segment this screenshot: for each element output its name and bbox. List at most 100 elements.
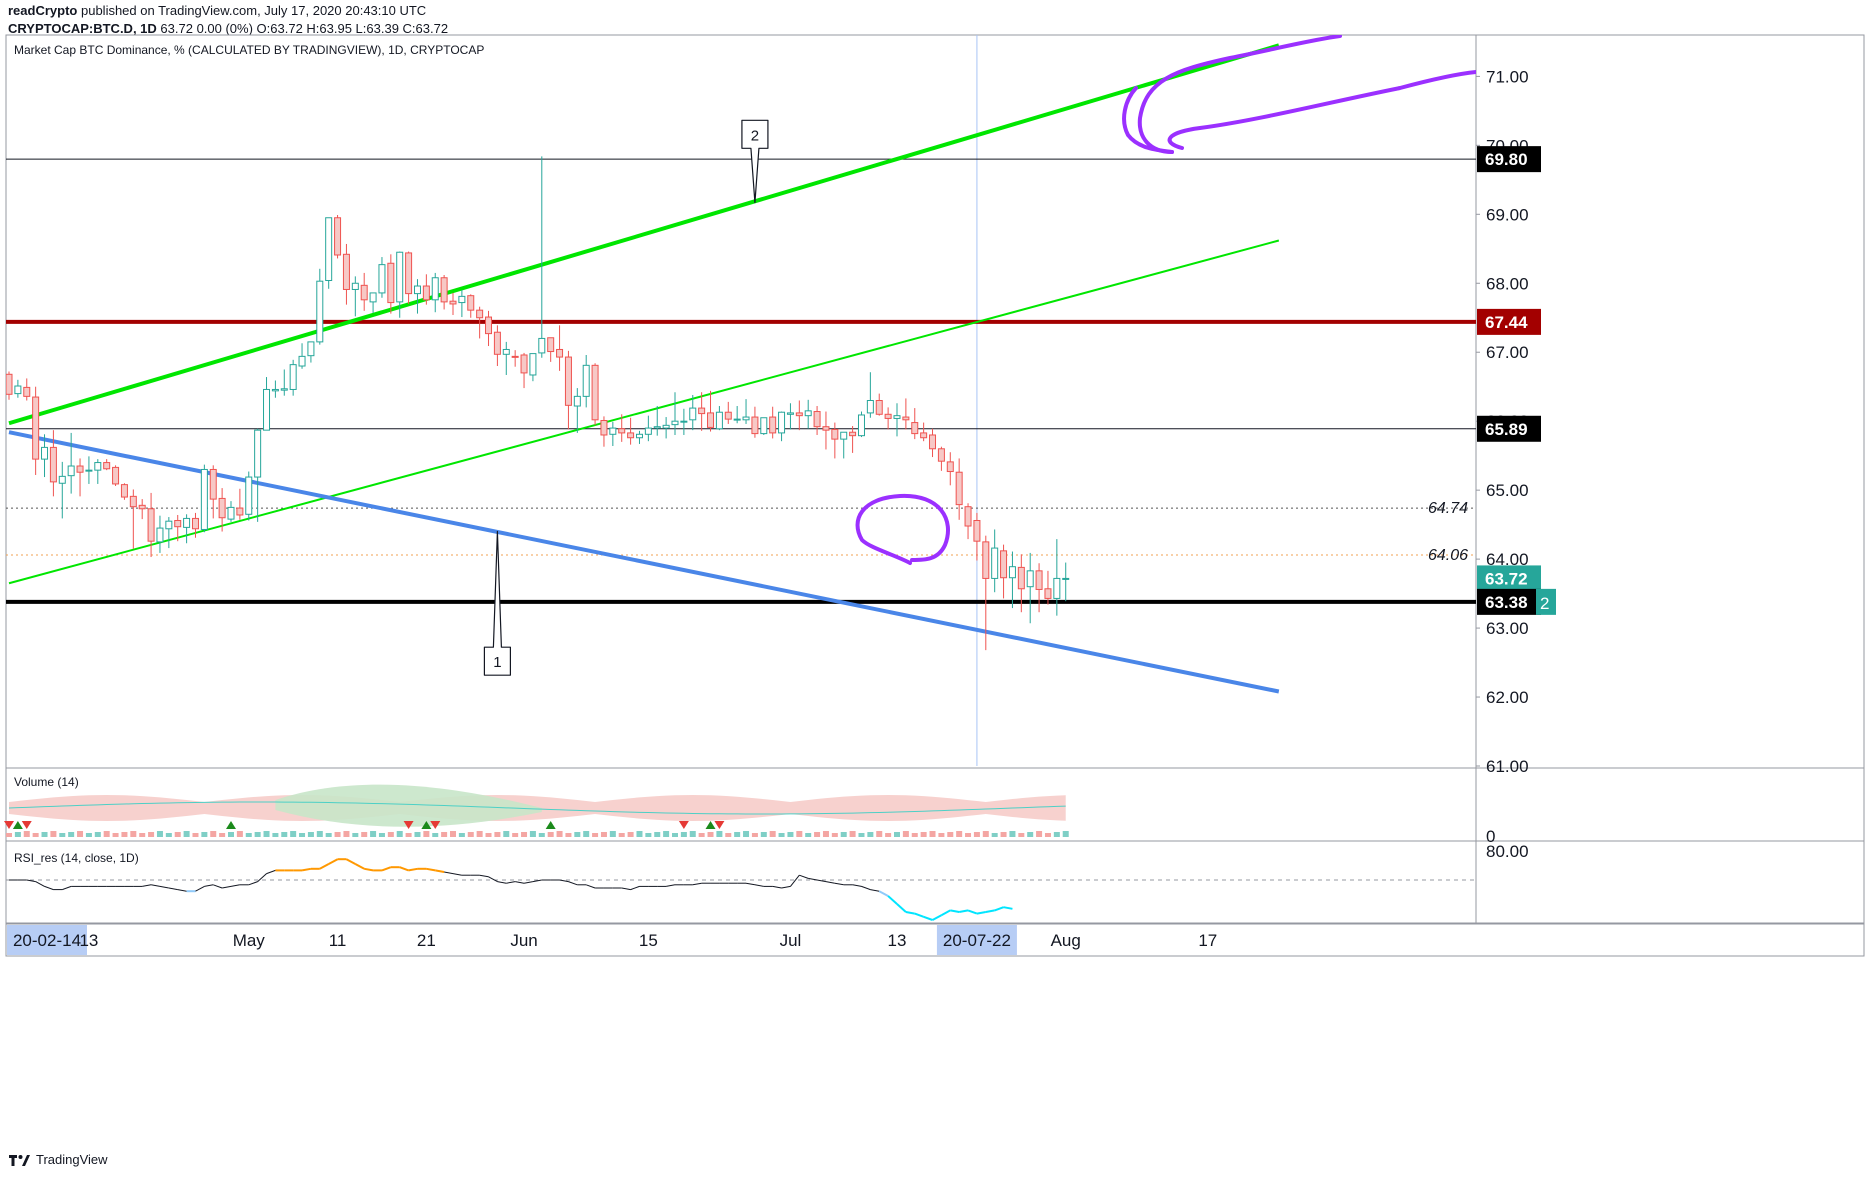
candle-body (991, 547, 999, 579)
candle (67, 432, 75, 494)
candle (191, 512, 199, 538)
candle (94, 459, 102, 484)
candle (582, 354, 590, 408)
candle (831, 422, 839, 459)
price-label: 69.80 (1477, 146, 1541, 173)
volume-band-green (275, 784, 542, 827)
volume-bar (1036, 831, 1043, 837)
x-tick: Aug (1051, 931, 1081, 950)
candle-body (662, 424, 670, 429)
price-label-text: 67.44 (1485, 313, 1528, 332)
volume-bar (760, 832, 767, 837)
rsi-segment (515, 881, 525, 884)
candle-body (236, 507, 244, 516)
candle-body (422, 285, 430, 301)
candle (662, 417, 670, 439)
candle-body (405, 252, 413, 295)
candle-body (147, 508, 155, 542)
candle-body (263, 388, 271, 431)
rsi-segment (479, 874, 489, 878)
candle-body (600, 419, 608, 436)
candle (760, 417, 768, 435)
candle-body (387, 262, 395, 304)
rsi-segment (781, 885, 791, 889)
volume-bar (538, 833, 545, 837)
y-tick-label: 61.00 (1486, 757, 1529, 776)
candle-body (458, 295, 466, 304)
x-tick-label: May (233, 931, 266, 950)
candle-body (680, 420, 688, 423)
rsi-segment (834, 882, 844, 886)
candle (476, 306, 484, 339)
chart-frame (5, 34, 1865, 957)
candle (1053, 539, 1061, 616)
x-tick-label: Aug (1051, 931, 1081, 950)
candle-body (413, 285, 421, 295)
candle-body (813, 411, 821, 428)
candle (822, 411, 830, 450)
volume-zero-label: 0 (1486, 827, 1495, 846)
volume-bar (414, 832, 421, 837)
level-value-text: 64.74 (1428, 500, 1468, 517)
volume-bar (130, 831, 137, 837)
author-name: readCrypto (8, 3, 78, 18)
volume-bar (156, 831, 163, 837)
candle (778, 411, 786, 442)
candle-body (120, 484, 128, 498)
candle (893, 403, 901, 437)
volume-bar (858, 833, 865, 837)
rsi-segment (1003, 906, 1013, 910)
candle-body (76, 465, 84, 473)
volume-bar (423, 831, 430, 837)
candle (85, 456, 93, 484)
candle (209, 465, 217, 519)
volume-bar (254, 832, 261, 837)
candle-body (351, 282, 359, 290)
rsi-segment (754, 884, 764, 887)
symbol-name: CRYPTOCAP:BTC.D, 1D (8, 21, 157, 36)
candle-body (307, 341, 315, 357)
volume-down-marker (4, 821, 14, 829)
x-tick: May (233, 931, 266, 950)
volume-bar (1053, 832, 1060, 837)
candle (387, 254, 395, 314)
price-label-text: 63.38 (1485, 593, 1528, 612)
volume-down-marker (403, 821, 414, 829)
rsi-segment (666, 884, 676, 887)
edge-label-bg (1536, 588, 1556, 615)
purple-drawing (1137, 35, 1342, 154)
candle (538, 156, 546, 358)
volume-bar (663, 831, 670, 837)
rsi-segment (248, 881, 258, 886)
rsi-segment (852, 884, 862, 887)
candle-body (724, 411, 732, 420)
candle-body (547, 337, 555, 353)
candle-body (58, 475, 66, 484)
volume-bar (103, 831, 110, 837)
candle (271, 380, 279, 398)
volume-bar (521, 832, 528, 837)
rsi-segment (159, 885, 169, 889)
candle-body (85, 469, 93, 472)
candle-body (751, 416, 759, 435)
candle-body (378, 264, 386, 294)
candle (715, 406, 723, 431)
candle (556, 325, 564, 371)
candle-body (431, 277, 439, 301)
candle (103, 459, 111, 471)
tradingview-footer: TradingView (8, 1152, 108, 1167)
edge-label-text: 2 (1540, 594, 1549, 613)
rsi-tick-label: 80.00 (1486, 842, 1529, 861)
rsi-segment (887, 895, 898, 905)
volume-bar (973, 832, 980, 837)
volume-bar (787, 832, 794, 837)
candle (698, 392, 706, 431)
x-tick: Jun (510, 931, 537, 950)
candle-body (138, 504, 146, 510)
rsi-segment (150, 884, 161, 887)
rsi-segment (168, 887, 178, 891)
volume-down-marker (430, 821, 441, 829)
candle (1044, 570, 1052, 605)
candle-body (857, 414, 865, 437)
